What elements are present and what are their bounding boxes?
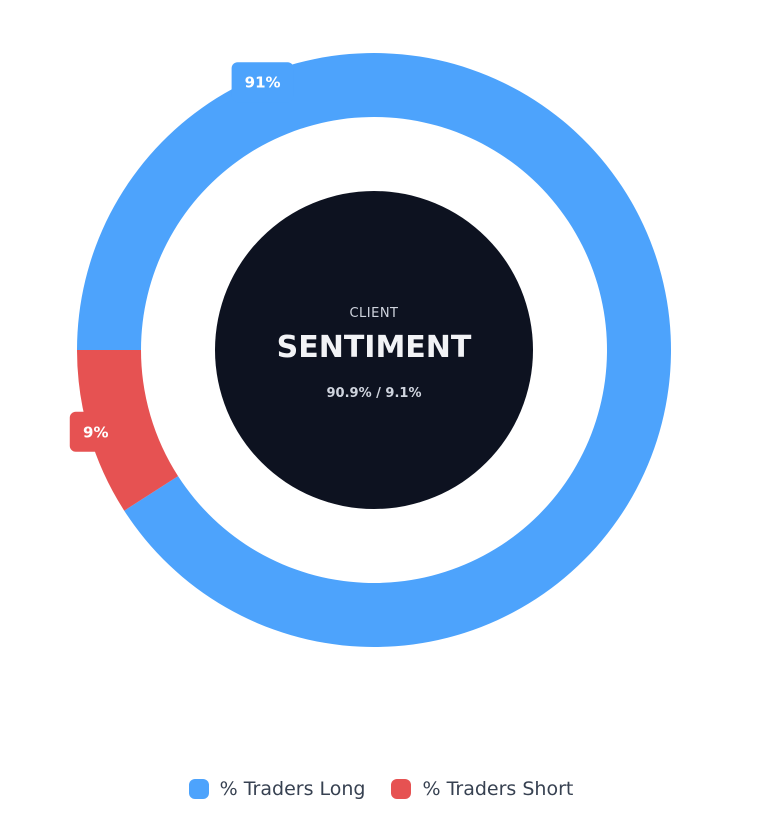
legend-swatch-long — [188, 779, 209, 799]
legend-label-short: % Traders Short — [422, 778, 574, 800]
slice-label-short-text: 9% — [83, 423, 108, 441]
legend-item-long[interactable]: % Traders Long — [188, 778, 366, 800]
legend-item-short[interactable]: % Traders Short — [391, 778, 573, 800]
slice-traders-short[interactable] — [77, 350, 179, 511]
slice-label-long-box — [231, 62, 294, 103]
center-eyebrow-text: CLIENT — [349, 306, 398, 321]
center-disc — [215, 191, 533, 509]
chart-legend: % Traders Long % Traders Short — [0, 778, 762, 800]
center-subtitle-text: 90.9% / 9.1% — [327, 386, 422, 401]
donut-chart-svg: CLIENT SENTIMENT 90.9% / 9.1% 91% 9% — [69, 52, 671, 648]
slices-layer — [77, 52, 671, 648]
slice-label-short: 9% — [69, 411, 122, 452]
slice-label-long-text: 91% — [245, 74, 281, 92]
slice-label-short-box — [69, 411, 122, 452]
legend-label-long: % Traders Long — [219, 778, 366, 800]
slice-labels-layer: 91% 9% — [69, 62, 294, 452]
slice-label-long: 91% — [231, 62, 294, 103]
legend-swatch-short — [391, 779, 412, 799]
center-title-text: SENTIMENT — [277, 330, 472, 365]
